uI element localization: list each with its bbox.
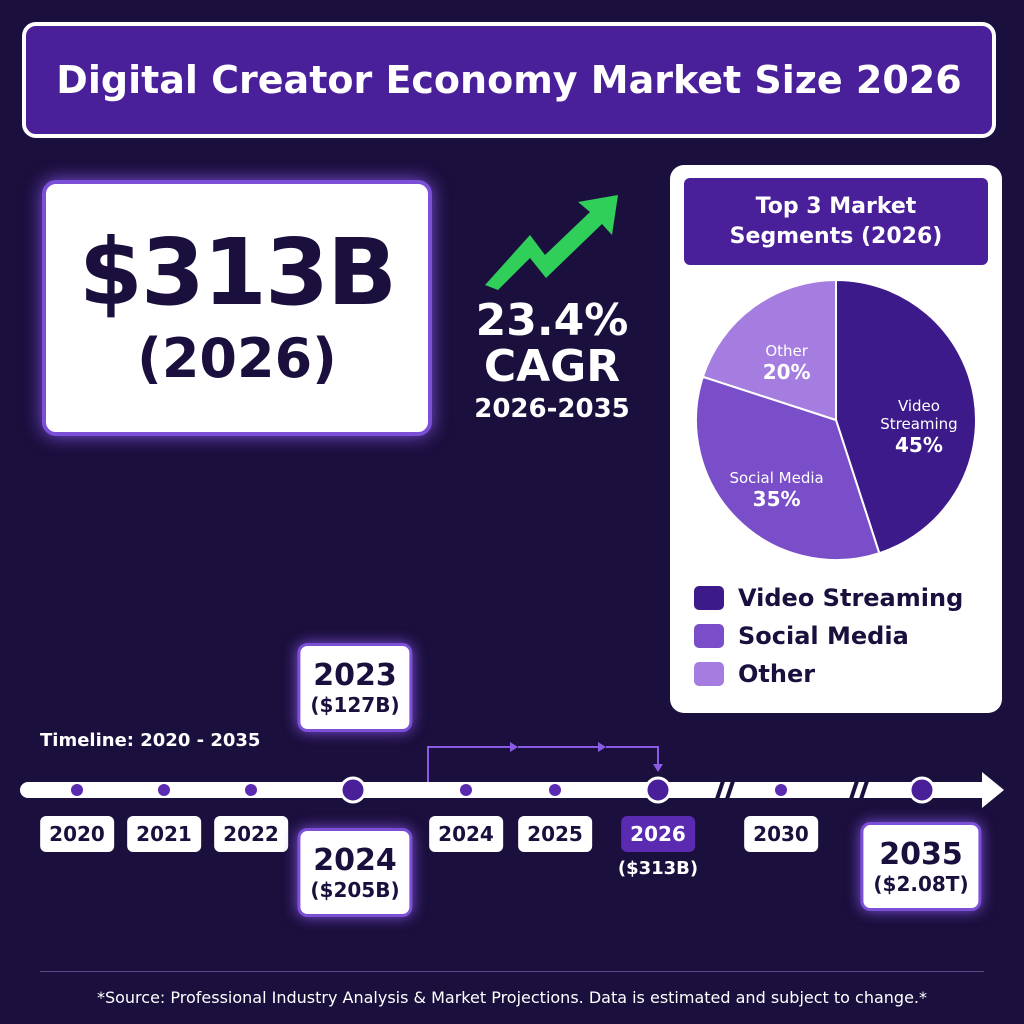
pie-label: Video Streaming 45% [864, 397, 974, 457]
footnote: *Source: Professional Industry Analysis … [96, 988, 928, 1007]
cagr-label: CAGR [483, 341, 621, 393]
timeline-tick: 2030 [744, 816, 818, 852]
timeline-tick: 2025 [518, 816, 592, 852]
callout-amount: ($2.08T) [873, 872, 969, 896]
cagr-rate: 23.4% [475, 295, 629, 346]
callout-year: 2035 [879, 837, 963, 872]
legend-entry: Video Streaming [694, 584, 963, 612]
headline-year: (2026) [137, 326, 337, 390]
growth-arrow [485, 195, 618, 290]
pie-label: Other 20% [732, 342, 842, 384]
pie-label-name: Social Media [729, 469, 824, 488]
pie-label-value: 35% [752, 487, 801, 512]
callout-year: 2024 [313, 843, 397, 878]
timeline-tick: 2024 [429, 816, 503, 852]
cagr: 23.4% CAGR 2026-2035 [452, 295, 652, 425]
callout: 2035 ($2.08T) [860, 822, 982, 911]
pie-title-text: Top 3 Market Segments (2026) [729, 193, 943, 249]
callout-amount: ($127B) [310, 693, 400, 717]
pie-label-name: Video Streaming [880, 396, 958, 433]
pie-slice [701, 278, 837, 422]
pie-label: Social Media 35% [722, 469, 832, 511]
pie-chart [695, 278, 977, 561]
headline-card: $313B (2026) [42, 180, 432, 436]
pie-label-value: 20% [762, 360, 811, 385]
timeline-tick: 2020 [40, 816, 114, 852]
pie-label-name: Other [765, 342, 808, 361]
legend-entry: Social Media [694, 622, 909, 650]
pie-label-value: 45% [895, 432, 943, 457]
pie-title: Top 3 Market Segments (2026) [684, 178, 988, 265]
legend-entry: Other [694, 660, 815, 688]
pie-slice [835, 278, 977, 555]
legend-label: Other [738, 660, 816, 688]
legend-swatch [694, 586, 724, 610]
headline-value: $313B [78, 218, 397, 326]
timeline-axis [20, 742, 1004, 808]
callout: 2024 ($205B) [297, 828, 413, 917]
pie-slice [695, 375, 881, 561]
callout: 2023 ($127B) [297, 643, 413, 732]
divider [40, 971, 984, 972]
highlight-amount: ($313B) [617, 858, 699, 879]
callout-amount: ($205B) [310, 878, 400, 902]
timeline-tick: 2021 [127, 816, 201, 852]
legend-label: Social Media [738, 622, 909, 650]
highlight-year: 2026 [621, 816, 695, 852]
legend-swatch [694, 624, 724, 648]
legend-label: Video Streaming [738, 584, 964, 612]
title: Digital Creator Economy Market Size 2026 [22, 22, 996, 138]
timeline-tick: 2022 [214, 816, 288, 852]
legend-swatch [694, 662, 724, 686]
callout-year: 2023 [313, 658, 397, 693]
timeline-label: Timeline: 2020 - 2035 [40, 730, 261, 751]
cagr-period: 2026-2035 [474, 394, 630, 425]
